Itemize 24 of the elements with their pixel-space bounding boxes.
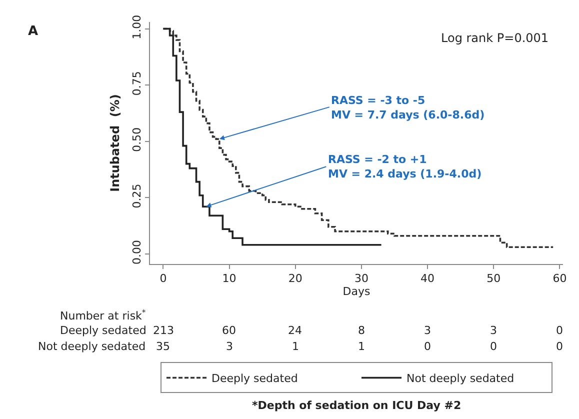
text: Deeply sedated 213 60 24 8 3 3 0 [60,324,563,337]
x-tick-label: 0 [160,272,167,286]
x-tick-label: 50 [486,272,501,286]
text: Number at risk$^{*}$ [60,308,146,323]
legend-label: Deeply sedated [212,372,298,386]
text: A [28,24,38,39]
text: Not deeply sedated 35 3 1 1 0 0 0 [38,340,563,353]
y-tick-label: 0.00 [130,240,144,264]
text: *Depth of sedation on ICU Day #2 [252,399,462,412]
y-axis-title: Intubated (%) [108,94,122,192]
annotation: Log rank P=0.001 [441,31,549,45]
annotation: RASS = -2 to +1 MV = 2.4 days (1.9-4.0d) [328,153,482,180]
annotation: RASS = -3 to -5 MV = 7.7 days (6.0-8.6d) [331,94,485,122]
y-tick-label: 0.25 [130,184,144,208]
y-tick-label: 0.75 [130,71,144,96]
x-tick-label: 60 [552,272,567,286]
x-tick-label: 30 [354,272,368,286]
x-axis-title: Days [342,285,370,298]
y-tick-label: 1.00 [130,14,144,40]
x-tick-label: 10 [222,272,236,286]
x-tick-label: 40 [420,272,435,286]
x-tick-label: 20 [288,272,302,286]
y-tick-label: 0.50 [130,127,144,152]
legend-label: Not deeply sedated [406,372,514,386]
